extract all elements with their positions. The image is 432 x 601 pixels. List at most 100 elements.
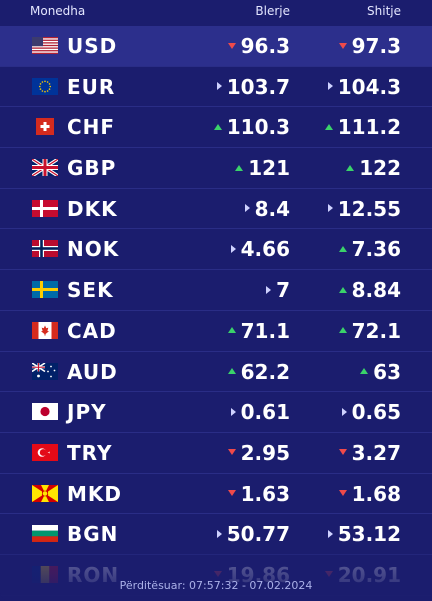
trend-down-icon: [227, 42, 236, 49]
trend-same-icon: [230, 244, 236, 253]
trend-up-icon: [213, 123, 222, 130]
dk-flag-icon: [32, 199, 58, 217]
trend-same-icon: [244, 204, 250, 213]
trend-same-icon: [266, 285, 272, 294]
rate-row-usd: USD 96.3 97.3: [0, 26, 432, 67]
sell-rate: 7.36: [338, 237, 401, 261]
trend-up-icon: [338, 245, 347, 252]
trend-up-icon: [338, 286, 347, 293]
buy-value: 62.2: [240, 359, 290, 384]
buy-rate: 110.3: [213, 115, 290, 140]
ca-flag-icon: [32, 321, 58, 339]
buy-rate: 2.95: [227, 440, 290, 465]
sell-rate: 111.2: [324, 115, 401, 140]
se-flag-icon: [32, 281, 58, 299]
currency-column-header: Monedha: [30, 4, 86, 18]
rate-row-cad: CAD 71.1 72.1: [0, 311, 432, 352]
rates-list: USD 96.3 97.3 EUR 103.7 104.3 CHF 110.3 111.2 GBP…: [0, 26, 432, 596]
buy-value: 2.95: [240, 440, 290, 465]
sell-value: 12.55: [337, 196, 401, 221]
rate-row-chf: CHF 110.3 111.2: [0, 107, 432, 149]
jp-flag-icon: [32, 403, 58, 421]
rate-row-try: TRY 2.95 3.27: [0, 433, 432, 474]
rate-row-sek: SEK 7 8.84: [0, 270, 432, 311]
buy-column-header: Blerje: [255, 4, 290, 18]
currency-code: MKD: [67, 481, 123, 506]
trend-same-icon: [327, 529, 333, 538]
buy-value: 121: [248, 156, 290, 181]
buy-value: 103.7: [226, 74, 290, 99]
sell-value: 63: [373, 359, 401, 384]
us-flag-icon: [32, 37, 58, 54]
sell-rate: 3.27: [338, 441, 401, 465]
sell-value: 111.2: [337, 115, 401, 140]
currency-code: AUD: [67, 359, 118, 384]
bg-flag-icon: [32, 525, 58, 543]
currency-code: EUR: [67, 74, 116, 99]
rate-row-gbp: GBP 121 122: [0, 148, 432, 189]
buy-value: 0.61: [240, 400, 290, 425]
buy-rate: 62.2: [227, 359, 290, 384]
au-flag-icon: [32, 362, 58, 380]
trend-down-icon: [324, 571, 333, 578]
currency-code: USD: [67, 34, 118, 58]
currency-code: CHF: [67, 115, 116, 140]
buy-value: 96.3: [240, 34, 290, 58]
buy-rate: 0.61: [230, 400, 290, 425]
rate-row-jpy: JPY 0.61 0.65: [0, 392, 432, 433]
sell-value: 104.3: [337, 74, 401, 99]
currency-code: SEK: [67, 278, 114, 303]
currency-code: JPY: [67, 400, 107, 425]
trend-up-icon: [346, 164, 355, 171]
sell-value: 1.68: [351, 481, 401, 506]
no-flag-icon: [32, 240, 58, 258]
trend-down-icon: [338, 490, 347, 497]
sell-rate: 122: [346, 156, 401, 180]
trend-same-icon: [216, 529, 222, 538]
trend-same-icon: [216, 82, 222, 91]
buy-value: 50.77: [226, 522, 290, 547]
trend-down-icon: [227, 449, 236, 456]
buy-rate: 121: [235, 156, 290, 180]
mk-flag-icon: [32, 484, 58, 502]
sell-rate: 63: [360, 360, 401, 384]
sell-value: 72.1: [351, 318, 401, 343]
trend-down-icon: [338, 42, 347, 49]
trend-up-icon: [235, 164, 244, 171]
sell-value: 8.84: [351, 278, 401, 303]
buy-rate: 50.77: [216, 522, 290, 547]
trend-same-icon: [327, 82, 333, 91]
sell-value: 122: [359, 156, 401, 181]
ch-flag-icon: [32, 118, 58, 136]
currency-code: TRY: [67, 440, 113, 465]
table-header: Monedha Blerje Shitje: [0, 0, 432, 26]
buy-value: 71.1: [240, 318, 290, 343]
buy-rate: 96.3: [227, 34, 290, 58]
trend-down-icon: [338, 449, 347, 456]
buy-rate: 103.7: [216, 74, 290, 99]
trend-up-icon: [227, 327, 236, 334]
buy-value: 1.63: [240, 481, 290, 506]
rate-row-bgn: BGN 50.77 53.12: [0, 514, 432, 555]
buy-value: 110.3: [226, 115, 290, 140]
currency-code: DKK: [67, 196, 118, 221]
sell-rate: 53.12: [327, 522, 401, 546]
tr-flag-icon: [32, 443, 58, 461]
last-updated-text: Përditësuar: 07:57:32 - 07.02.2024: [119, 579, 313, 592]
trend-same-icon: [327, 204, 333, 213]
buy-rate: 1.63: [227, 481, 290, 506]
trend-up-icon: [227, 368, 236, 374]
currency-code: CAD: [67, 318, 117, 343]
eu-flag-icon: [32, 77, 58, 95]
trend-up-icon: [338, 327, 347, 334]
trend-same-icon: [341, 407, 347, 416]
currency-code: GBP: [67, 156, 117, 181]
buy-value: 4.66: [240, 237, 290, 262]
sell-rate: 104.3: [327, 74, 401, 99]
sell-rate: 97.3: [338, 34, 401, 58]
buy-rate: 7: [266, 278, 290, 302]
rate-row-dkk: DKK 8.4 12.55: [0, 189, 432, 230]
sell-rate: 12.55: [327, 196, 401, 221]
sell-rate: 72.1: [338, 318, 401, 343]
